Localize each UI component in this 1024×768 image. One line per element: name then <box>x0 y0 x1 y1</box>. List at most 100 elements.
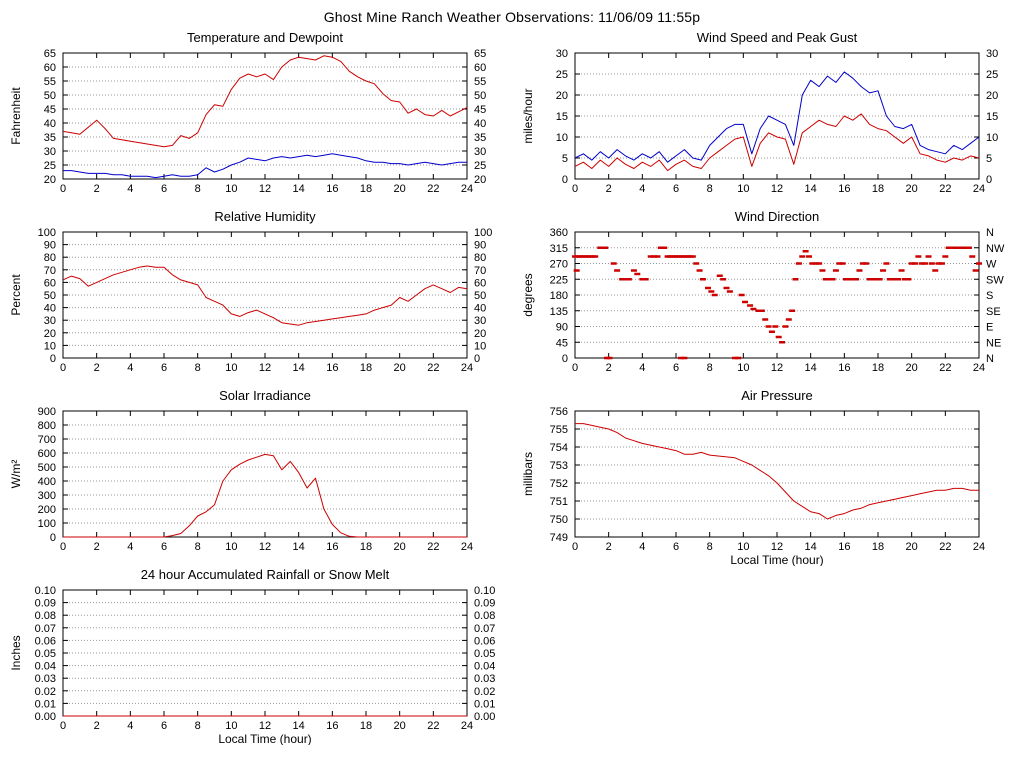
svg-text:Wind Speed and Peak Gust: Wind Speed and Peak Gust <box>697 30 858 45</box>
svg-text:14: 14 <box>805 541 817 553</box>
svg-text:0: 0 <box>986 174 992 186</box>
svg-text:0.06: 0.06 <box>474 635 495 647</box>
svg-text:180: 180 <box>550 290 568 302</box>
svg-text:756: 756 <box>550 406 568 418</box>
svg-text:6: 6 <box>673 183 679 195</box>
svg-text:8: 8 <box>195 720 201 732</box>
svg-text:10: 10 <box>737 362 749 374</box>
svg-text:Fahrenheit: Fahrenheit <box>9 87 23 145</box>
svg-text:10: 10 <box>225 720 237 732</box>
chart-rainfall: 24 hour Accumulated Rainfall or Snow Mel… <box>9 567 495 745</box>
svg-text:0: 0 <box>60 183 66 195</box>
svg-text:0.09: 0.09 <box>35 598 56 610</box>
svg-text:0: 0 <box>572 183 578 195</box>
svg-text:10: 10 <box>474 340 486 352</box>
svg-text:12: 12 <box>259 541 271 553</box>
svg-text:2: 2 <box>94 183 100 195</box>
page-title: Ghost Mine Ranch Weather Observations: 1… <box>323 9 701 25</box>
svg-text:0.09: 0.09 <box>474 598 495 610</box>
svg-text:0.02: 0.02 <box>474 686 495 698</box>
svg-text:45: 45 <box>474 104 486 116</box>
svg-text:Percent: Percent <box>9 274 23 316</box>
svg-text:22: 22 <box>939 362 951 374</box>
chart-cell-pressure: Air Pressure 0 2 4 6 8 10 12 14 16 18 20 22 24 749 750 7… <box>518 387 1023 566</box>
svg-text:10: 10 <box>225 541 237 553</box>
svg-text:20: 20 <box>394 362 406 374</box>
svg-text:20: 20 <box>44 328 56 340</box>
chart-cell-rainfall: 24 hour Accumulated Rainfall or Snow Mel… <box>6 566 511 745</box>
svg-text:S: S <box>986 290 993 302</box>
svg-text:800: 800 <box>38 420 56 432</box>
svg-text:millibars: millibars <box>521 452 535 496</box>
svg-text:45: 45 <box>44 104 56 116</box>
svg-text:20: 20 <box>906 183 918 195</box>
svg-text:20: 20 <box>394 541 406 553</box>
svg-text:30: 30 <box>474 146 486 158</box>
svg-text:55: 55 <box>474 76 486 88</box>
chart-cell-wind-direction: Wind Direction 0 2 4 6 8 10 12 14 16 18 20 22 24 0 N 45 N… <box>518 208 1023 387</box>
svg-text:0.00: 0.00 <box>474 711 495 723</box>
svg-text:SW: SW <box>986 274 1004 286</box>
svg-text:8: 8 <box>707 183 713 195</box>
svg-text:16: 16 <box>838 362 850 374</box>
svg-text:Air Pressure: Air Pressure <box>741 388 813 403</box>
svg-text:6: 6 <box>673 362 679 374</box>
chart-cell-humidity: Relative Humidity 0 2 4 6 8 10 12 14 16 18 20 22 24 0 0… <box>6 208 511 387</box>
weather-dashboard: Ghost Mine Ranch Weather Observations: 1… <box>0 9 1024 745</box>
svg-text:751: 751 <box>550 496 568 508</box>
charts-grid: Temperature and Dewpoint 0 2 4 6 8 10 12 14 16 18 2… <box>0 29 1024 745</box>
svg-text:16: 16 <box>326 541 338 553</box>
svg-text:4: 4 <box>127 183 133 195</box>
svg-text:4: 4 <box>127 541 133 553</box>
svg-text:24: 24 <box>973 541 985 553</box>
svg-text:SE: SE <box>986 306 1001 318</box>
svg-text:18: 18 <box>872 183 884 195</box>
svg-text:500: 500 <box>38 462 56 474</box>
svg-text:70: 70 <box>474 265 486 277</box>
svg-text:25: 25 <box>556 69 568 81</box>
svg-text:16: 16 <box>838 541 850 553</box>
svg-text:24: 24 <box>461 541 473 553</box>
svg-text:24: 24 <box>461 720 473 732</box>
svg-text:E: E <box>986 322 993 334</box>
svg-text:20: 20 <box>44 174 56 186</box>
svg-text:Inches: Inches <box>9 635 23 670</box>
svg-text:10: 10 <box>44 340 56 352</box>
svg-text:20: 20 <box>474 328 486 340</box>
svg-text:60: 60 <box>474 62 486 74</box>
svg-text:6: 6 <box>161 183 167 195</box>
svg-text:0: 0 <box>474 353 480 365</box>
svg-text:40: 40 <box>44 118 56 130</box>
svg-text:70: 70 <box>44 265 56 277</box>
svg-text:12: 12 <box>771 362 783 374</box>
svg-text:4: 4 <box>639 183 645 195</box>
svg-text:18: 18 <box>872 541 884 553</box>
svg-text:6: 6 <box>161 541 167 553</box>
svg-text:16: 16 <box>326 720 338 732</box>
svg-text:0.07: 0.07 <box>474 623 495 635</box>
svg-text:60: 60 <box>44 62 56 74</box>
svg-text:20: 20 <box>556 90 568 102</box>
svg-text:4: 4 <box>127 362 133 374</box>
svg-text:2: 2 <box>606 541 612 553</box>
svg-text:50: 50 <box>474 290 486 302</box>
svg-text:4: 4 <box>127 720 133 732</box>
svg-text:0.08: 0.08 <box>35 610 56 622</box>
svg-text:15: 15 <box>986 111 998 123</box>
svg-text:400: 400 <box>38 476 56 488</box>
svg-text:0.06: 0.06 <box>35 635 56 647</box>
svg-text:270: 270 <box>550 259 568 271</box>
svg-text:24: 24 <box>973 362 985 374</box>
svg-text:40: 40 <box>44 303 56 315</box>
svg-text:22: 22 <box>427 541 439 553</box>
svg-text:0.01: 0.01 <box>35 698 56 710</box>
svg-text:35: 35 <box>44 132 56 144</box>
svg-text:0: 0 <box>572 362 578 374</box>
svg-text:25: 25 <box>474 160 486 172</box>
svg-text:0.04: 0.04 <box>474 661 495 673</box>
svg-text:22: 22 <box>939 541 951 553</box>
svg-text:0: 0 <box>572 541 578 553</box>
svg-text:8: 8 <box>707 541 713 553</box>
svg-text:55: 55 <box>44 76 56 88</box>
